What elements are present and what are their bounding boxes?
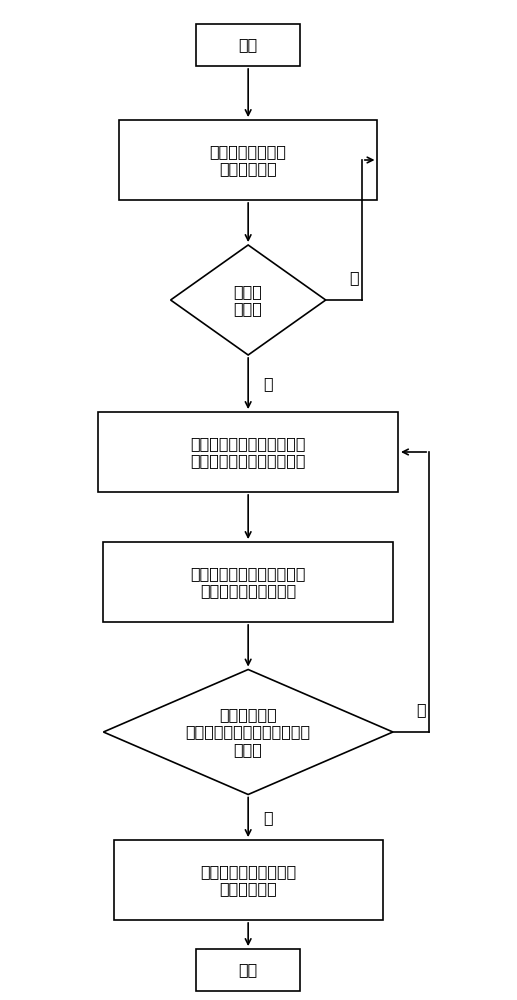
- FancyBboxPatch shape: [196, 24, 300, 66]
- Text: 否: 否: [417, 702, 426, 717]
- Text: 光照开
始时间: 光照开 始时间: [234, 284, 263, 316]
- Text: 是: 是: [264, 810, 273, 825]
- Text: 开始: 开始: [238, 37, 258, 52]
- Text: 设置开始光照的时
间和工作时段: 设置开始光照的时 间和工作时段: [210, 144, 286, 176]
- Polygon shape: [103, 670, 393, 794]
- Text: 结束: 结束: [238, 962, 258, 978]
- FancyBboxPatch shape: [114, 840, 383, 920]
- Text: 判断被照射植物，根据被照
射植物的种类确定光照参数: 判断被照射植物，根据被照 射植物的种类确定光照参数: [190, 436, 306, 468]
- FancyBboxPatch shape: [103, 542, 393, 622]
- Text: 是: 是: [264, 376, 273, 391]
- Text: 否: 否: [349, 270, 359, 285]
- Polygon shape: [171, 245, 326, 355]
- FancyBboxPatch shape: [119, 120, 377, 200]
- Text: 控制器控制第一、二、
三光源部关闭: 控制器控制第一、二、 三光源部关闭: [200, 864, 296, 896]
- FancyBboxPatch shape: [98, 412, 398, 492]
- Text: 第一、二、三
光源部的工作时长是否达到工
作时段: 第一、二、三 光源部的工作时长是否达到工 作时段: [186, 707, 311, 757]
- Text: 控制器根据光照参数控制第
一、二、三光源部工作: 控制器根据光照参数控制第 一、二、三光源部工作: [190, 566, 306, 598]
- FancyBboxPatch shape: [196, 949, 300, 991]
